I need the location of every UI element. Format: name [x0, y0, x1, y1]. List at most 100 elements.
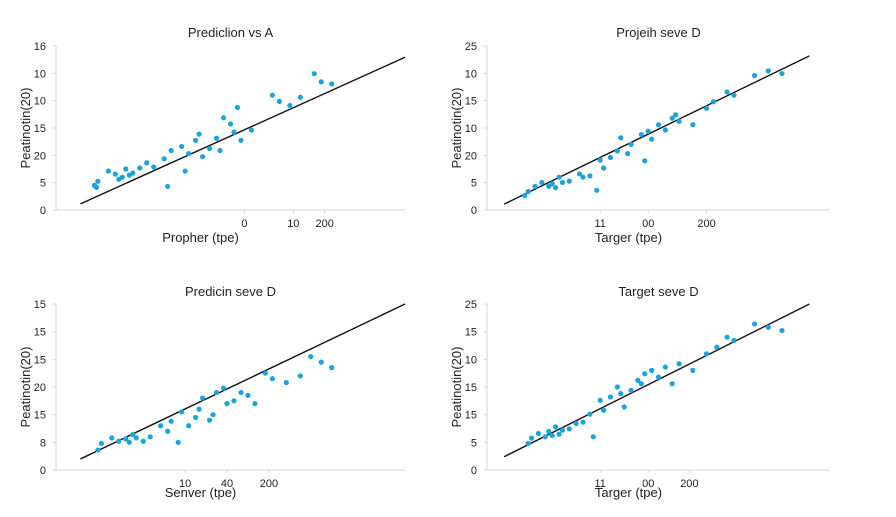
x-axis-label: Senver (tpe): [165, 485, 237, 500]
y-tick-label: 25: [465, 299, 477, 311]
data-point: [329, 81, 335, 87]
data-point: [676, 361, 682, 367]
data-point: [614, 384, 620, 390]
data-point: [193, 414, 199, 421]
data-point: [123, 166, 129, 172]
data-point: [690, 367, 696, 373]
data-point: [206, 417, 213, 423]
data-point: [655, 374, 662, 380]
y-tick-label: 20: [34, 150, 46, 162]
data-point: [297, 94, 303, 100]
data-point: [93, 184, 100, 191]
data-point: [196, 406, 202, 412]
data-point: [731, 337, 737, 344]
data-point: [539, 179, 545, 186]
regression-line: [80, 56, 406, 205]
scatter-panel-4: 0 5 15 15 10 15 25 11 00 200 Target seve D Targer (…: [449, 284, 830, 500]
data-point: [765, 324, 771, 330]
data-point: [525, 440, 531, 447]
regression-line: [80, 303, 406, 460]
data-point: [724, 334, 730, 340]
data-point: [731, 92, 737, 98]
data-point: [98, 440, 104, 447]
data-point: [213, 389, 220, 396]
data-point: [179, 143, 185, 150]
data-point: [186, 423, 192, 429]
data-point: [573, 420, 579, 427]
data-point: [556, 174, 562, 180]
data-point: [559, 179, 566, 186]
data-point: [318, 359, 324, 365]
y-tick-label: 0: [471, 205, 477, 217]
data-point: [614, 148, 620, 154]
data-point: [168, 418, 174, 424]
data-point: [580, 419, 586, 425]
y-tick-label: 0: [40, 205, 46, 217]
data-point: [165, 183, 171, 190]
scatter-panel-2: 0 5 20 10 15 10 25 11 00 200 Projeih seve D Targer …: [449, 25, 830, 245]
data-point: [151, 164, 157, 170]
data-point: [130, 431, 136, 438]
data-point: [269, 92, 275, 98]
data-point: [252, 401, 258, 407]
data-point: [597, 397, 603, 403]
y-tick-label: 10: [34, 96, 46, 108]
data-point: [601, 407, 607, 413]
x-tick-label: 40: [221, 478, 233, 490]
data-point: [112, 171, 118, 177]
data-point: [119, 174, 125, 180]
y-tick-label: 5: [40, 178, 46, 190]
chart-title: Projeih seve D: [616, 25, 701, 40]
data-point: [625, 150, 631, 157]
y-axis-label: Peatinotin(20): [18, 347, 33, 428]
data-point: [703, 351, 710, 357]
y-axis-label: Peatinotin(20): [449, 347, 464, 428]
data-point: [638, 381, 644, 387]
data-point: [542, 434, 548, 440]
data-point: [168, 147, 174, 154]
y-axis-label: Peatinotin(20): [18, 88, 33, 169]
y-tick-label: 8: [40, 437, 46, 449]
data-point: [642, 158, 648, 164]
data-point: [597, 157, 603, 163]
x-tick-label: 11: [594, 478, 605, 490]
data-point: [635, 377, 641, 383]
data-point: [751, 72, 758, 79]
regression-line: [503, 303, 810, 458]
data-point: [594, 187, 600, 193]
data-point: [628, 387, 634, 393]
y-tick-label: 0: [471, 465, 477, 477]
data-point: [779, 327, 785, 334]
data-point: [199, 395, 206, 401]
data-point: [549, 432, 555, 439]
x-tick-label: 00: [642, 478, 654, 490]
x-axis-label: Targer (tpe): [595, 485, 662, 500]
data-point: [217, 147, 223, 154]
x-tick-label: 10: [179, 478, 191, 490]
data-point: [220, 385, 227, 391]
data-point: [535, 430, 542, 437]
y-tick-label: 16: [34, 41, 46, 53]
data-point: [220, 115, 227, 121]
data-point: [662, 364, 668, 370]
x-tick-label: 00: [642, 218, 654, 230]
data-point: [227, 121, 234, 127]
data-point: [199, 154, 206, 160]
data-point: [642, 371, 648, 377]
data-point: [175, 439, 181, 445]
data-point: [669, 381, 675, 387]
y-tick-label: 15: [34, 299, 46, 311]
data-point: [618, 135, 624, 141]
data-point: [213, 135, 220, 141]
y-tick-label: 15: [465, 382, 477, 394]
data-point: [714, 344, 720, 350]
data-point: [724, 89, 730, 95]
data-point: [95, 447, 101, 453]
data-point: [158, 423, 164, 429]
data-point: [621, 404, 627, 410]
y-tick-label: 0: [40, 465, 46, 477]
data-point: [590, 434, 596, 440]
data-point: [224, 401, 230, 407]
data-point: [655, 122, 662, 128]
